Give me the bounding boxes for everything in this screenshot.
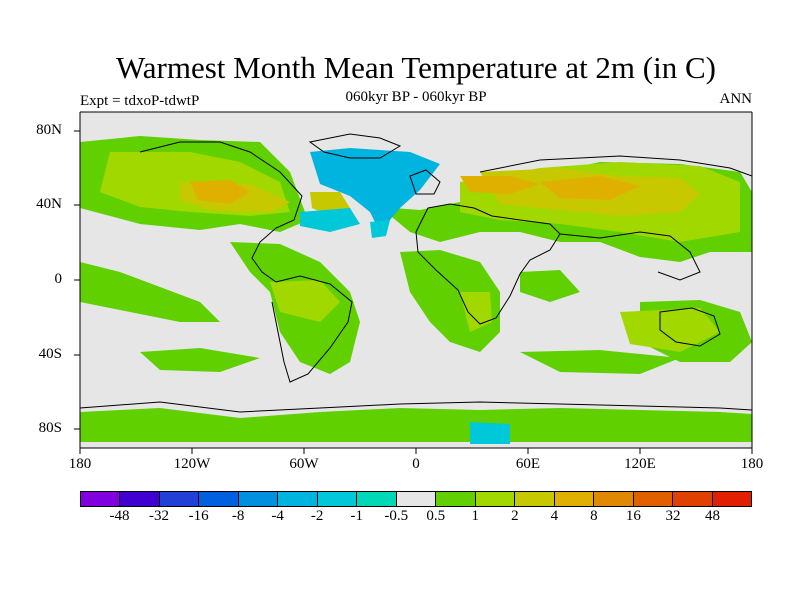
colorbar-swatch [81,492,121,506]
map-field [80,133,752,444]
plot-title: Warmest Month Mean Temperature at 2m (in… [116,50,716,85]
anomaly-lightcyan-regions [300,208,510,444]
x-tick-label: 0 [412,456,420,472]
colorbar-swatch [633,492,674,506]
anomaly-cyan-regions [310,148,440,232]
colorbar-label: -32 [149,508,170,524]
colorbar-label: 32 [665,508,681,524]
x-tick-label: 180 [740,456,764,472]
coastlines [80,133,752,413]
colorbar-swatch [554,492,595,506]
colorbar-label: 8 [590,508,598,524]
colorbar-swatch [199,492,239,506]
colorbar-label: 16 [625,508,641,524]
colorbar-swatch [515,492,555,506]
colorbar-swatch [436,492,476,506]
x-tick-label: 120W [173,456,211,472]
colorbar-label: -4 [271,508,284,524]
colorbar-label: -1 [350,508,363,524]
x-tick-label: 60E [515,456,541,472]
colorbar-swatch [594,492,634,506]
colorbar-label: 48 [704,508,720,524]
x-tick-label: 60W [289,456,319,472]
colorbar-swatch [317,492,358,506]
x-tick-label: 180 [68,456,92,472]
colorbar-label: 2 [511,508,519,524]
colorbar-label: -48 [109,508,130,524]
map-panel [80,112,752,448]
colorbar-label: -8 [231,508,245,524]
y-tick-label: 80S [38,420,62,436]
colorbar-swatch [475,492,516,506]
colorbar-label: -16 [188,508,209,524]
colorbar-swatch [396,492,437,506]
colorbar-label: -0.5 [384,508,409,524]
experiment-label: Expt = tdxoP-tdwtP [80,93,200,109]
y-tick-label: 0 [54,271,63,287]
plot-subtitle: 060kyr BP - 060kyr BP [345,89,487,105]
colorbar-label: -2 [310,508,324,524]
colorbar-swatch [159,492,200,506]
colorbar-label: 1 [471,508,480,524]
season-label: ANN [719,91,753,107]
colorbar-swatch [120,492,160,506]
colorbar [80,491,752,507]
colorbar-label: 0.5 [426,508,446,524]
y-tick-label: 40N [36,196,62,212]
colorbar-swatch [673,492,713,506]
colorbar-swatch [238,492,279,506]
colorbar-label: 4 [550,508,559,524]
y-tick-label: 80N [36,122,62,138]
x-tick-label: 120E [624,456,656,472]
colorbar-swatch [712,492,751,506]
colorbar-swatch [357,492,397,506]
anomaly-orange-regions [190,176,640,204]
y-tick-label: 40S [38,346,62,362]
colorbar-swatch [278,492,318,506]
